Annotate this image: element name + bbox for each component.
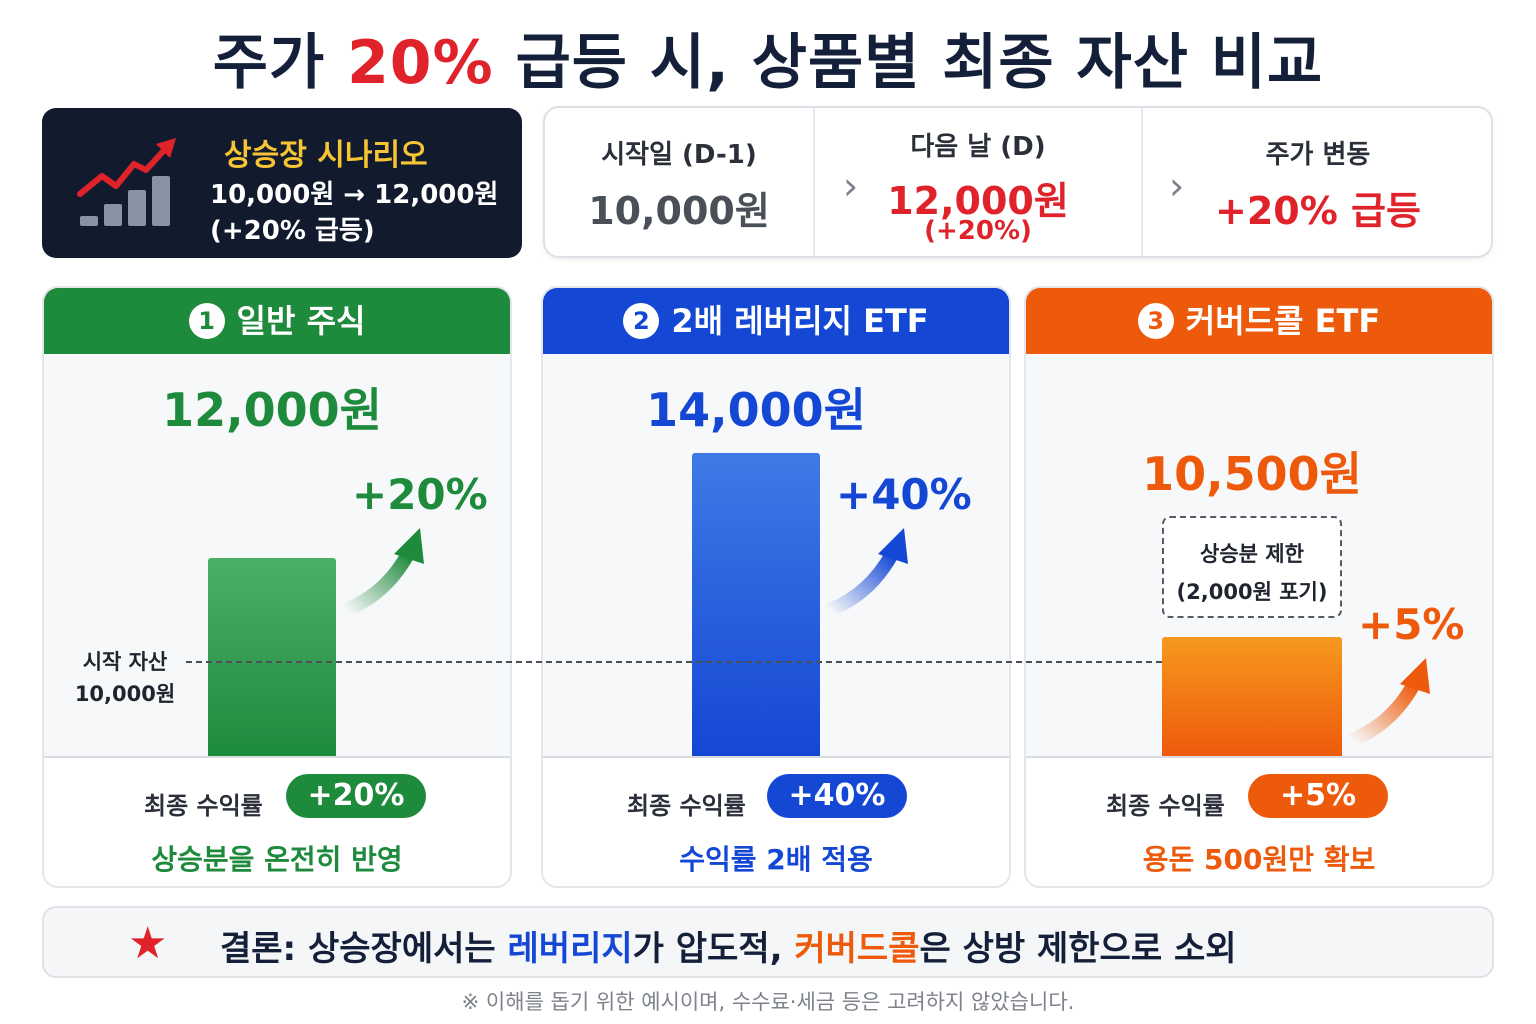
page-title: 주가 20% 급등 시, 상품별 최종 자산 비교 <box>0 14 1536 101</box>
timeline-next: 다음 날 (D) 12,000원 (+20%) <box>813 108 1141 256</box>
start-day-label: 시작일 (D-1) <box>601 140 757 170</box>
divider <box>44 756 510 758</box>
card-header: 2 2배 레버리지 ETF <box>543 288 1009 354</box>
percent-label: +5% <box>1358 600 1465 649</box>
chevron-right-icon: › <box>843 164 859 208</box>
product-card-covered-call: 3 커버드콜 ETF 10,500원 상승분 제한 (2,000원 포기) +5%… <box>1024 286 1494 888</box>
rising-arrow-icon <box>1348 658 1430 746</box>
number-badge: 3 <box>1137 303 1174 339</box>
card-footer: 최종 수익률 +40% 수익률 2배 적용 <box>543 758 1009 886</box>
start-price: 10,000원 <box>588 189 770 233</box>
rising-arrow-icon <box>826 528 908 616</box>
number-badge: 2 <box>623 303 660 339</box>
change-label: 주가 변동 <box>1265 140 1371 170</box>
return-label: 최종 수익률 <box>627 792 746 820</box>
scenario-title: 상승장 시나리오 <box>224 138 428 173</box>
return-badge: +20% <box>286 774 426 818</box>
upside-cap-box: 상승분 제한 (2,000원 포기) <box>1162 516 1342 618</box>
title-highlight: 20% <box>347 28 494 98</box>
return-badge: +5% <box>1248 774 1388 818</box>
final-price: 12,000원 <box>162 383 382 437</box>
card-note: 용돈 500원만 확보 <box>1142 843 1376 876</box>
percent-label: +20% <box>352 470 488 519</box>
number-badge: 1 <box>188 303 225 339</box>
return-badge: +40% <box>767 774 907 818</box>
start-asset-title: 시작 자산 <box>82 650 168 674</box>
conclusion-covered-call: 커버드콜 <box>794 929 920 969</box>
rising-arrow-icon <box>342 528 424 616</box>
card-note: 상승분을 온전히 반영 <box>151 843 403 876</box>
final-price: 10,500원 <box>1142 447 1362 501</box>
conclusion-box: ★ 결론: 상승장에서는 레버리지가 압도적, 커버드콜은 상방 제한으로 소외 <box>42 906 1494 978</box>
timeline-start: 시작일 (D-1) 10,000원 <box>545 108 813 256</box>
divider <box>543 756 1009 758</box>
cap-title: 상승분 제한 <box>1200 542 1304 566</box>
timeline-change: 주가 변동 +20% 급등 <box>1141 108 1493 256</box>
bar-stock <box>208 558 336 756</box>
cap-detail: (2,000원 포기) <box>1176 580 1328 604</box>
next-day-label: 다음 날 (D) <box>910 132 1046 162</box>
footnote: ※ 이해를 돕기 위한 예시이며, 수수료·세금 등은 고려하지 않았습니다. <box>461 990 1075 1014</box>
conclusion-part2: 가 압도적, <box>632 929 795 969</box>
start-asset-baseline <box>186 661 1162 663</box>
card-footer: 최종 수익률 +20% 상승분을 온전히 반영 <box>44 758 510 886</box>
product-name: 2배 레버리지 ETF <box>671 302 929 340</box>
final-price: 14,000원 <box>646 383 866 437</box>
start-asset-value: 10,000원 <box>74 682 176 706</box>
title-prefix: 주가 <box>212 28 348 98</box>
scenario-box: 상승장 시나리오 10,000원 → 12,000원 (+20% 급등) <box>42 108 522 258</box>
card-note: 수익률 2배 적용 <box>679 843 873 876</box>
card-header: 3 커버드콜 ETF <box>1026 288 1492 354</box>
bar-covered-call <box>1162 636 1342 756</box>
price-timeline: 시작일 (D-1) 10,000원 › 다음 날 (D) 12,000원 (+2… <box>543 106 1493 258</box>
scenario-price-change: 10,000원 → 12,000원 <box>210 180 499 210</box>
conclusion-leverage: 레버리지 <box>507 929 633 969</box>
rising-chart-icon <box>77 138 176 226</box>
card-header: 1 일반 주식 <box>44 288 510 354</box>
return-label: 최종 수익률 <box>1106 792 1225 820</box>
product-name: 일반 주식 <box>236 302 366 340</box>
star-icon: ★ <box>128 918 168 969</box>
next-price: 12,000원 <box>887 179 1069 223</box>
next-percent: (+20%) <box>924 216 1032 246</box>
title-suffix: 급등 시, 상품별 최종 자산 비교 <box>493 28 1324 98</box>
scenario-percent: (+20% 급등) <box>210 216 375 246</box>
bar-leverage <box>692 453 820 756</box>
return-label: 최종 수익률 <box>144 792 263 820</box>
chevron-right-icon: › <box>1169 164 1185 208</box>
product-card-stock: 1 일반 주식 12,000원 +20% 최종 수익률 +20% 상승분을 온전히… <box>42 286 512 888</box>
product-card-leverage: 2 2배 레버리지 ETF 14,000원 +40% 최종 수익률 +40% 수익… <box>541 286 1011 888</box>
product-name: 커버드콜 ETF <box>1185 302 1381 340</box>
conclusion-part3: 은 상방 제한으로 소외 <box>919 929 1237 969</box>
percent-label: +40% <box>836 470 972 519</box>
start-asset-label: 시작 자산 10,000원 <box>60 646 190 710</box>
conclusion-part1: 결론: 상승장에서는 <box>220 929 508 969</box>
divider <box>1026 756 1492 758</box>
conclusion-text: 결론: 상승장에서는 레버리지가 압도적, 커버드콜은 상방 제한으로 소외 <box>220 921 1237 970</box>
card-footer: 최종 수익률 +5% 용돈 500원만 확보 <box>1026 758 1492 886</box>
change-value: +20% 급등 <box>1215 189 1421 233</box>
